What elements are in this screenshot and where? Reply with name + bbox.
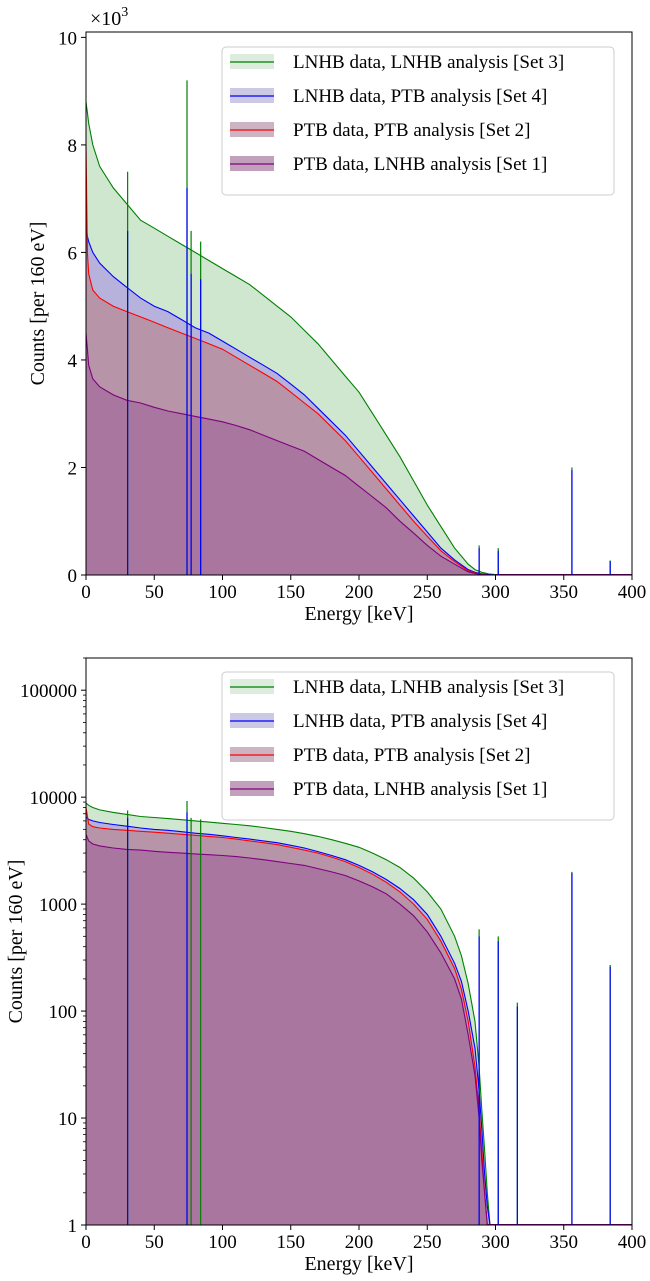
- x-tick-label-2: 100: [208, 582, 237, 603]
- y-tick-label-2: 4: [68, 351, 78, 372]
- x-tick-label-5: 250: [413, 582, 442, 603]
- x-tick-label-8: 400: [618, 1232, 647, 1253]
- legend-box: [221, 671, 615, 821]
- legend-label-4: PTB data, LNHB analysis [Set 1]: [293, 779, 547, 800]
- series-line-1: [86, 802, 491, 1225]
- x-tick-label-6: 300: [481, 1232, 510, 1253]
- x-tick-label-1: 50: [145, 582, 164, 603]
- x-tick-label-7: 350: [550, 582, 579, 603]
- x-tick-label-0: 0: [81, 582, 91, 603]
- y-axis-label: Counts [per 160 eV]: [5, 860, 27, 1024]
- y-tick-label-5: 10: [58, 28, 77, 49]
- x-tick-label-3: 150: [277, 1232, 306, 1253]
- y-offset-exponent: 3: [121, 5, 128, 20]
- x-tick-label-4: 200: [345, 1232, 374, 1253]
- y-tick-label-3: 1000: [39, 895, 77, 916]
- y-tick-label-2: 100: [49, 1002, 78, 1023]
- series-line-3: [86, 144, 496, 575]
- y-tick-label-4: 10000: [30, 788, 78, 809]
- y-tick-label-1: 2: [68, 458, 78, 479]
- y-tick-label-5: 100000: [20, 681, 77, 702]
- x-axis-label: Energy [keV]: [304, 603, 413, 625]
- legend-label-1: LNHB data, LNHB analysis [Set 3]: [293, 52, 564, 73]
- x-tick-label-2: 100: [208, 1232, 237, 1253]
- plot-area: [86, 80, 632, 575]
- x-tick-label-7: 350: [550, 1232, 579, 1253]
- series-line-2: [86, 225, 496, 575]
- series-fill-4: [86, 834, 488, 1225]
- y-tick-label-3: 6: [68, 243, 78, 264]
- legend-label-2: LNHB data, PTB analysis [Set 4]: [293, 86, 547, 107]
- legend: LNHB data, LNHB analysis [Set 3] LNHB dat…: [221, 46, 615, 196]
- y-offset-base: ×10: [90, 8, 121, 30]
- series-line-1: [86, 101, 496, 575]
- series-line-3: [86, 807, 488, 1225]
- legend-label-3: PTB data, PTB analysis [Set 2]: [293, 745, 530, 766]
- legend-label-1: LNHB data, LNHB analysis [Set 3]: [293, 677, 564, 698]
- series-line-2: [86, 816, 491, 1225]
- series-line-4: [86, 333, 496, 575]
- legend-label-2: LNHB data, PTB analysis [Set 4]: [293, 711, 547, 732]
- x-tick-label-0: 0: [81, 1232, 91, 1253]
- x-tick-label-6: 300: [481, 582, 510, 603]
- x-tick-label-1: 50: [145, 1232, 164, 1253]
- y-tick-label-0: 1: [68, 1216, 78, 1237]
- series-line-4: [86, 834, 488, 1225]
- plot-area: [86, 801, 632, 1225]
- y-tick-label-1: 10: [58, 1109, 77, 1130]
- y-offset-text: ×103: [90, 5, 128, 30]
- legend-box: [221, 46, 615, 196]
- legend-label-3: PTB data, PTB analysis [Set 2]: [293, 120, 530, 141]
- legend-label-4: PTB data, LNHB analysis [Set 1]: [293, 154, 547, 175]
- x-tick-label-3: 150: [277, 582, 306, 603]
- legend: LNHB data, LNHB analysis [Set 3] LNHB dat…: [221, 671, 615, 821]
- y-tick-label-0: 0: [68, 566, 78, 587]
- chart-panel-1: 0 50 100 150 200 250 300 350 400 0 2 4 6 8 10 Energy [k…: [27, 5, 646, 625]
- x-tick-label-5: 250: [413, 1232, 442, 1253]
- y-axis-label: Counts [per 160 eV]: [27, 222, 49, 386]
- x-axis-label: Energy [keV]: [304, 1253, 413, 1275]
- x-tick-label-4: 200: [345, 582, 374, 603]
- x-tick-label-8: 400: [618, 582, 647, 603]
- y-tick-label-4: 8: [68, 136, 78, 157]
- chart-panel-2: 0 50 100 150 200 250 300 350 400 1 10 100 1000 10000 1…: [5, 657, 647, 1275]
